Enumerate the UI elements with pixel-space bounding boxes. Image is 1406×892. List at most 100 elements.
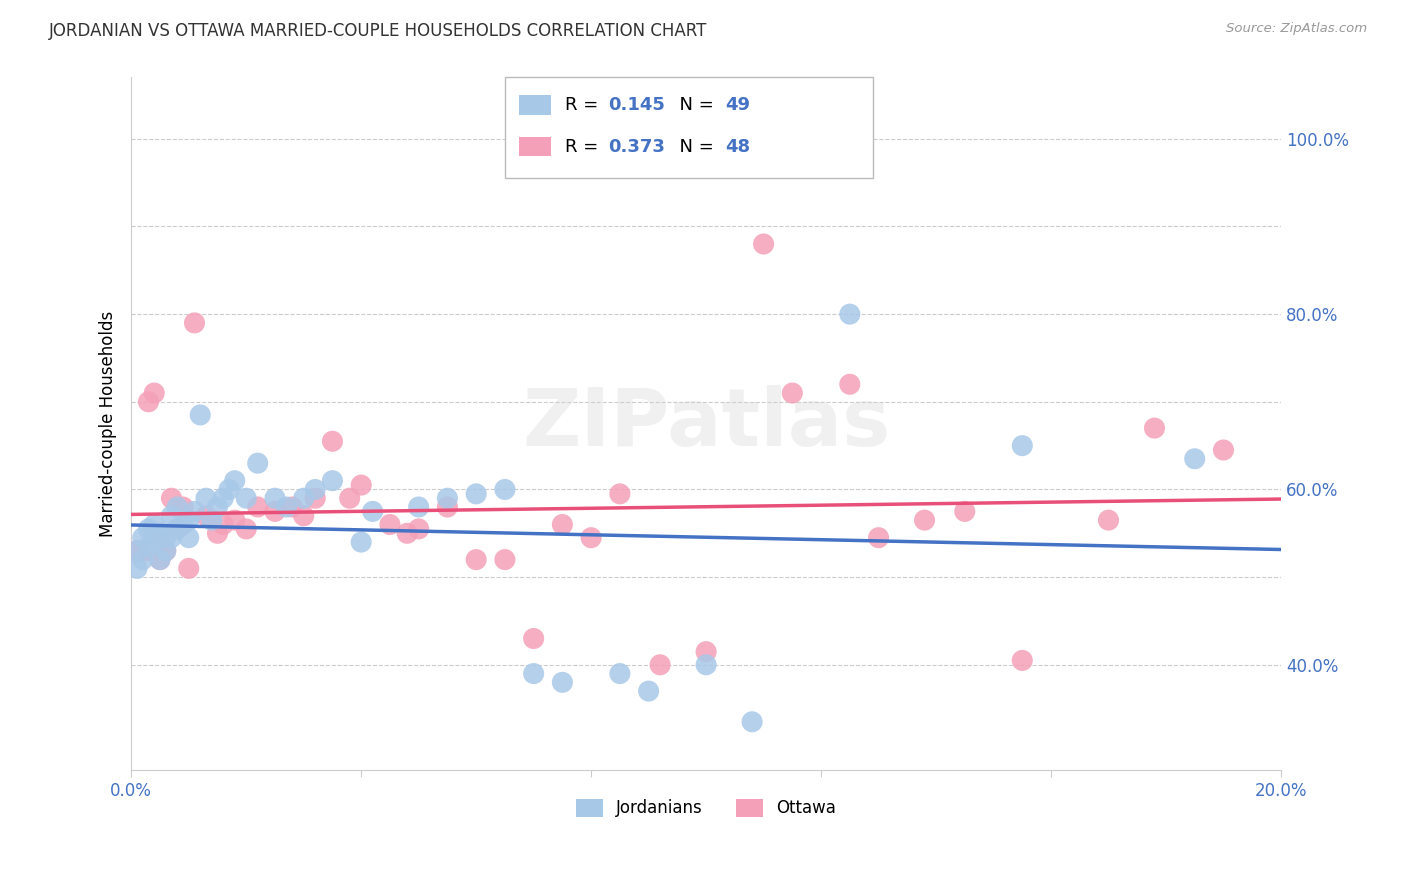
Text: N =: N = <box>668 137 720 156</box>
Point <box>465 552 488 566</box>
Y-axis label: Married-couple Households: Married-couple Households <box>100 310 117 537</box>
Point <box>125 561 148 575</box>
Text: N =: N = <box>668 96 720 114</box>
Point <box>149 552 172 566</box>
Point <box>177 561 200 575</box>
Text: Source: ZipAtlas.com: Source: ZipAtlas.com <box>1226 22 1367 36</box>
Point <box>149 552 172 566</box>
Point <box>138 522 160 536</box>
Point <box>218 483 240 497</box>
Point <box>125 544 148 558</box>
Point <box>125 544 148 558</box>
Point <box>1011 653 1033 667</box>
Point <box>1184 451 1206 466</box>
Point <box>264 504 287 518</box>
Text: 48: 48 <box>725 137 751 156</box>
Point <box>224 513 246 527</box>
Point <box>1097 513 1119 527</box>
Point <box>207 526 229 541</box>
Point <box>138 540 160 554</box>
Point <box>143 517 166 532</box>
Point <box>281 500 304 514</box>
Point <box>494 483 516 497</box>
Point <box>149 535 172 549</box>
Point <box>177 531 200 545</box>
Point <box>1011 439 1033 453</box>
Point <box>465 487 488 501</box>
Point <box>1143 421 1166 435</box>
Point <box>132 544 155 558</box>
Point <box>695 657 717 672</box>
Point <box>246 456 269 470</box>
Point <box>396 526 419 541</box>
Text: 0.145: 0.145 <box>609 96 665 114</box>
Point <box>782 386 804 401</box>
Legend: Jordanians, Ottawa: Jordanians, Ottawa <box>569 792 842 824</box>
Text: R =: R = <box>565 137 603 156</box>
Point <box>551 517 574 532</box>
Point <box>304 483 326 497</box>
Point <box>155 544 177 558</box>
Text: JORDANIAN VS OTTAWA MARRIED-COUPLE HOUSEHOLDS CORRELATION CHART: JORDANIAN VS OTTAWA MARRIED-COUPLE HOUSE… <box>49 22 707 40</box>
Point <box>132 531 155 545</box>
Point <box>149 526 172 541</box>
FancyBboxPatch shape <box>519 137 551 156</box>
Text: ZIPatlas: ZIPatlas <box>522 384 890 463</box>
Point <box>172 517 194 532</box>
Point <box>183 504 205 518</box>
Point <box>339 491 361 506</box>
Point <box>292 491 315 506</box>
Point <box>695 645 717 659</box>
Point <box>304 491 326 506</box>
Text: 49: 49 <box>725 96 751 114</box>
Point <box>609 487 631 501</box>
Point <box>436 491 458 506</box>
Point <box>132 552 155 566</box>
Point <box>138 544 160 558</box>
Point <box>160 491 183 506</box>
Point <box>648 657 671 672</box>
Point <box>201 513 224 527</box>
Point <box>212 517 235 532</box>
Point <box>378 517 401 532</box>
Point <box>177 513 200 527</box>
Point <box>138 394 160 409</box>
Point <box>235 491 257 506</box>
Point <box>143 535 166 549</box>
Point <box>523 632 546 646</box>
Point <box>246 500 269 514</box>
Point <box>292 508 315 523</box>
Point <box>224 474 246 488</box>
Point <box>838 307 860 321</box>
Point <box>155 544 177 558</box>
Point <box>579 531 602 545</box>
Point <box>166 500 188 514</box>
Point <box>436 500 458 514</box>
Point <box>494 552 516 566</box>
Point <box>350 535 373 549</box>
Point <box>408 500 430 514</box>
Point <box>143 386 166 401</box>
Point <box>914 513 936 527</box>
Point <box>195 491 218 506</box>
Point <box>160 508 183 523</box>
Point <box>752 237 775 252</box>
Point <box>195 508 218 523</box>
Point <box>408 522 430 536</box>
Point <box>1212 443 1234 458</box>
Point <box>235 522 257 536</box>
Point <box>361 504 384 518</box>
Point <box>166 522 188 536</box>
Point <box>321 474 343 488</box>
Point <box>953 504 976 518</box>
Point <box>264 491 287 506</box>
Point <box>155 531 177 545</box>
Point <box>172 500 194 514</box>
Point <box>609 666 631 681</box>
Point <box>637 684 659 698</box>
FancyBboxPatch shape <box>519 95 551 115</box>
Point <box>212 491 235 506</box>
Point <box>166 522 188 536</box>
Point <box>160 531 183 545</box>
Point <box>188 408 211 422</box>
